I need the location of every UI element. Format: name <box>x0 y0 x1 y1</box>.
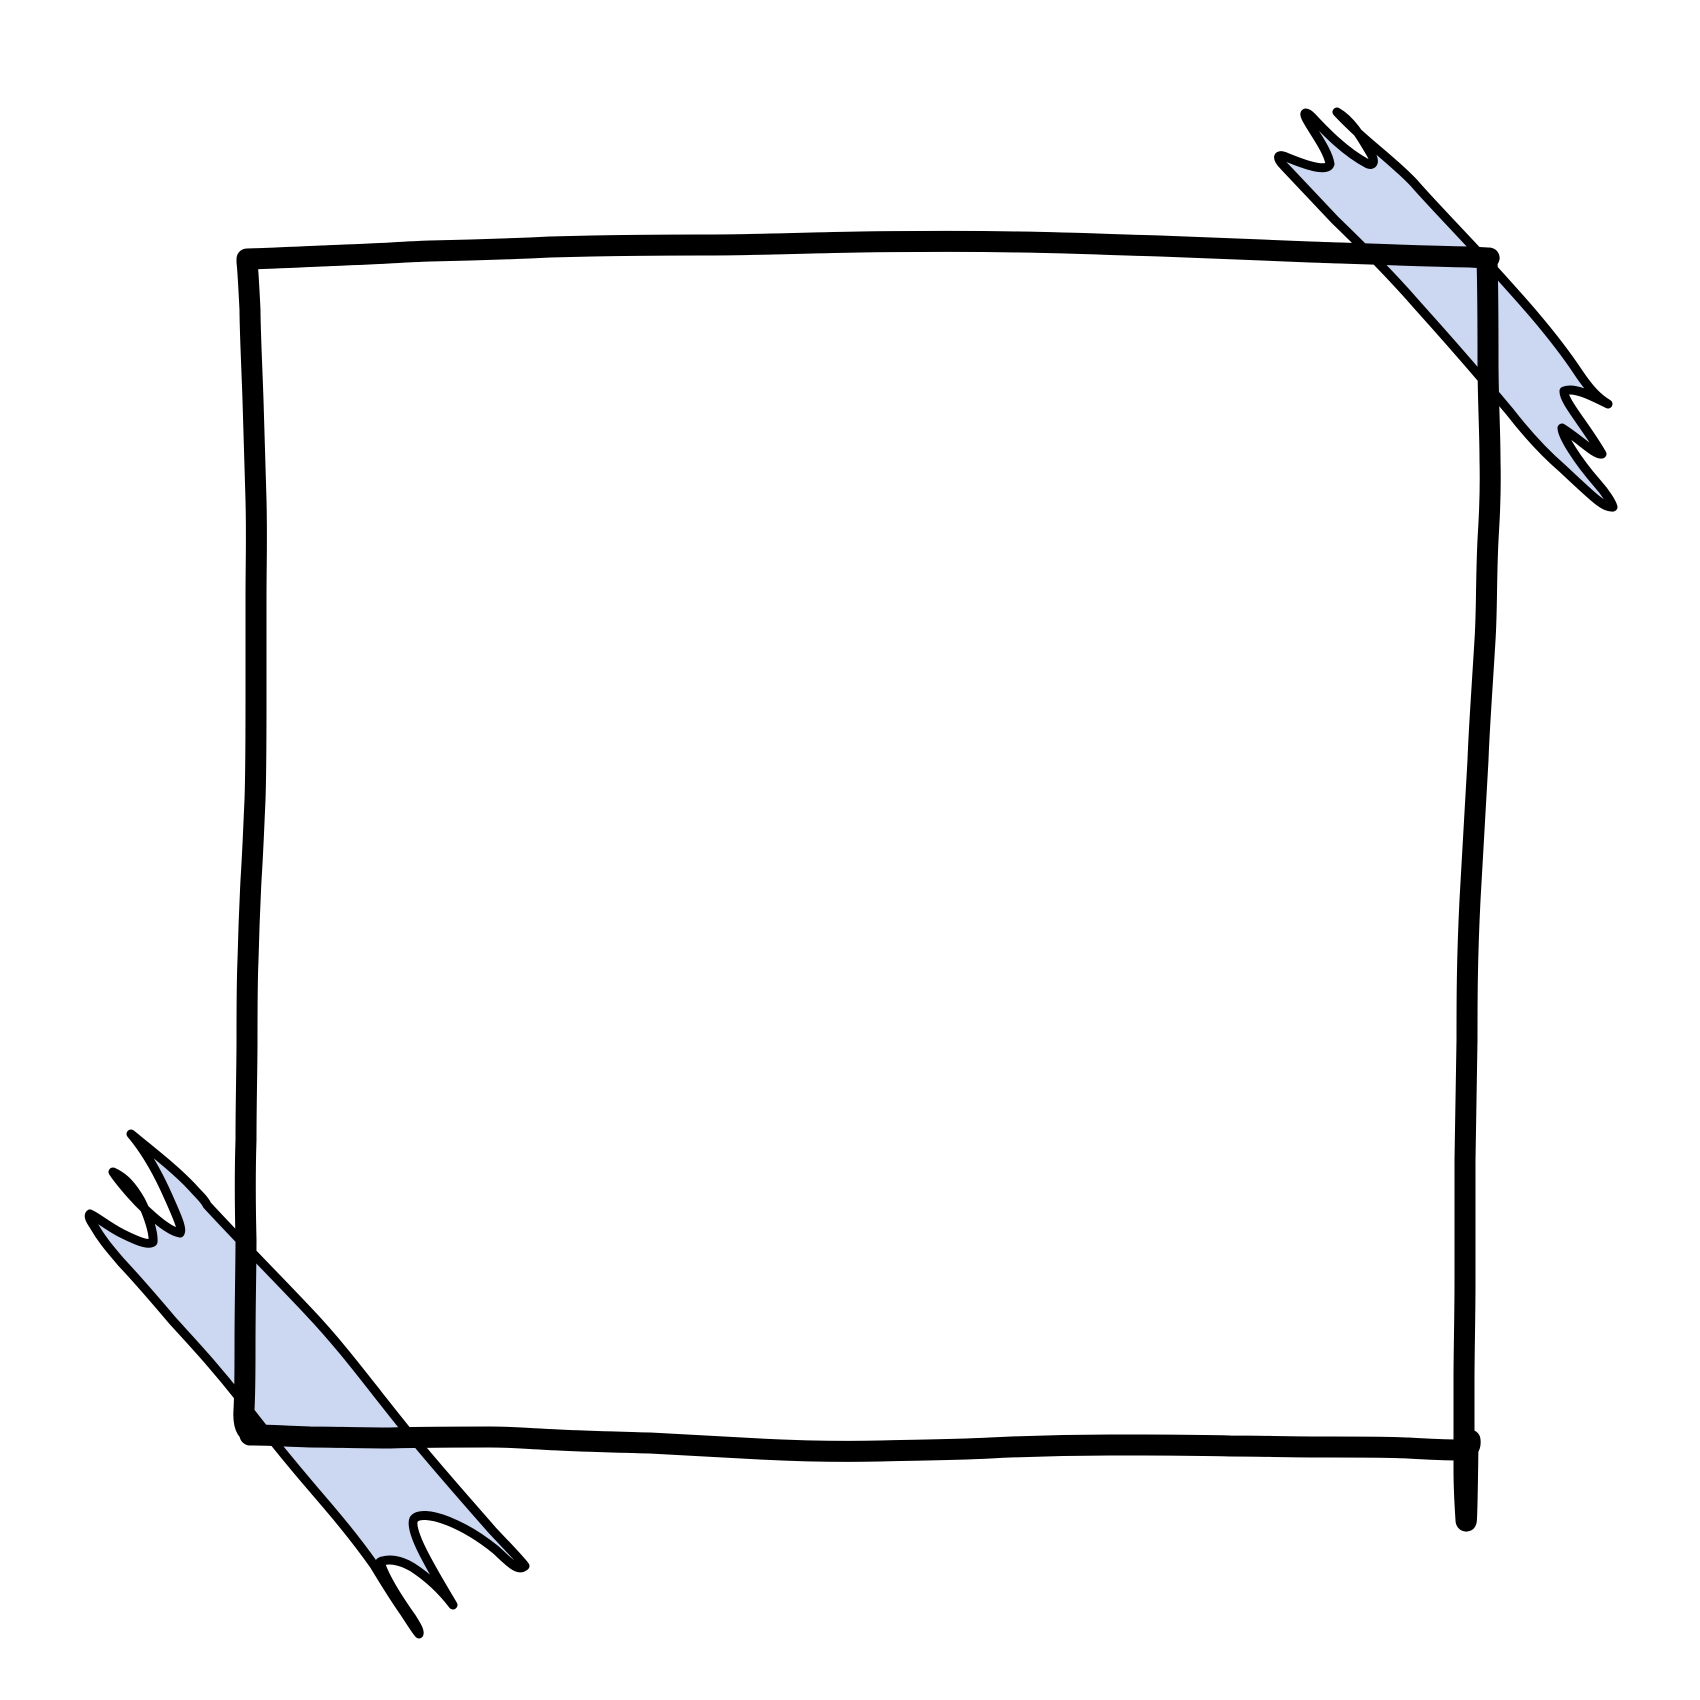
tape-top-right <box>1274 107 1618 512</box>
frame-edge-left <box>233 251 267 1445</box>
frame-edge-right <box>1453 249 1501 1532</box>
frame-edge-bottom <box>239 1424 1481 1462</box>
frame-edge-top <box>236 230 1500 270</box>
tape-bottom-left <box>84 1129 530 1639</box>
